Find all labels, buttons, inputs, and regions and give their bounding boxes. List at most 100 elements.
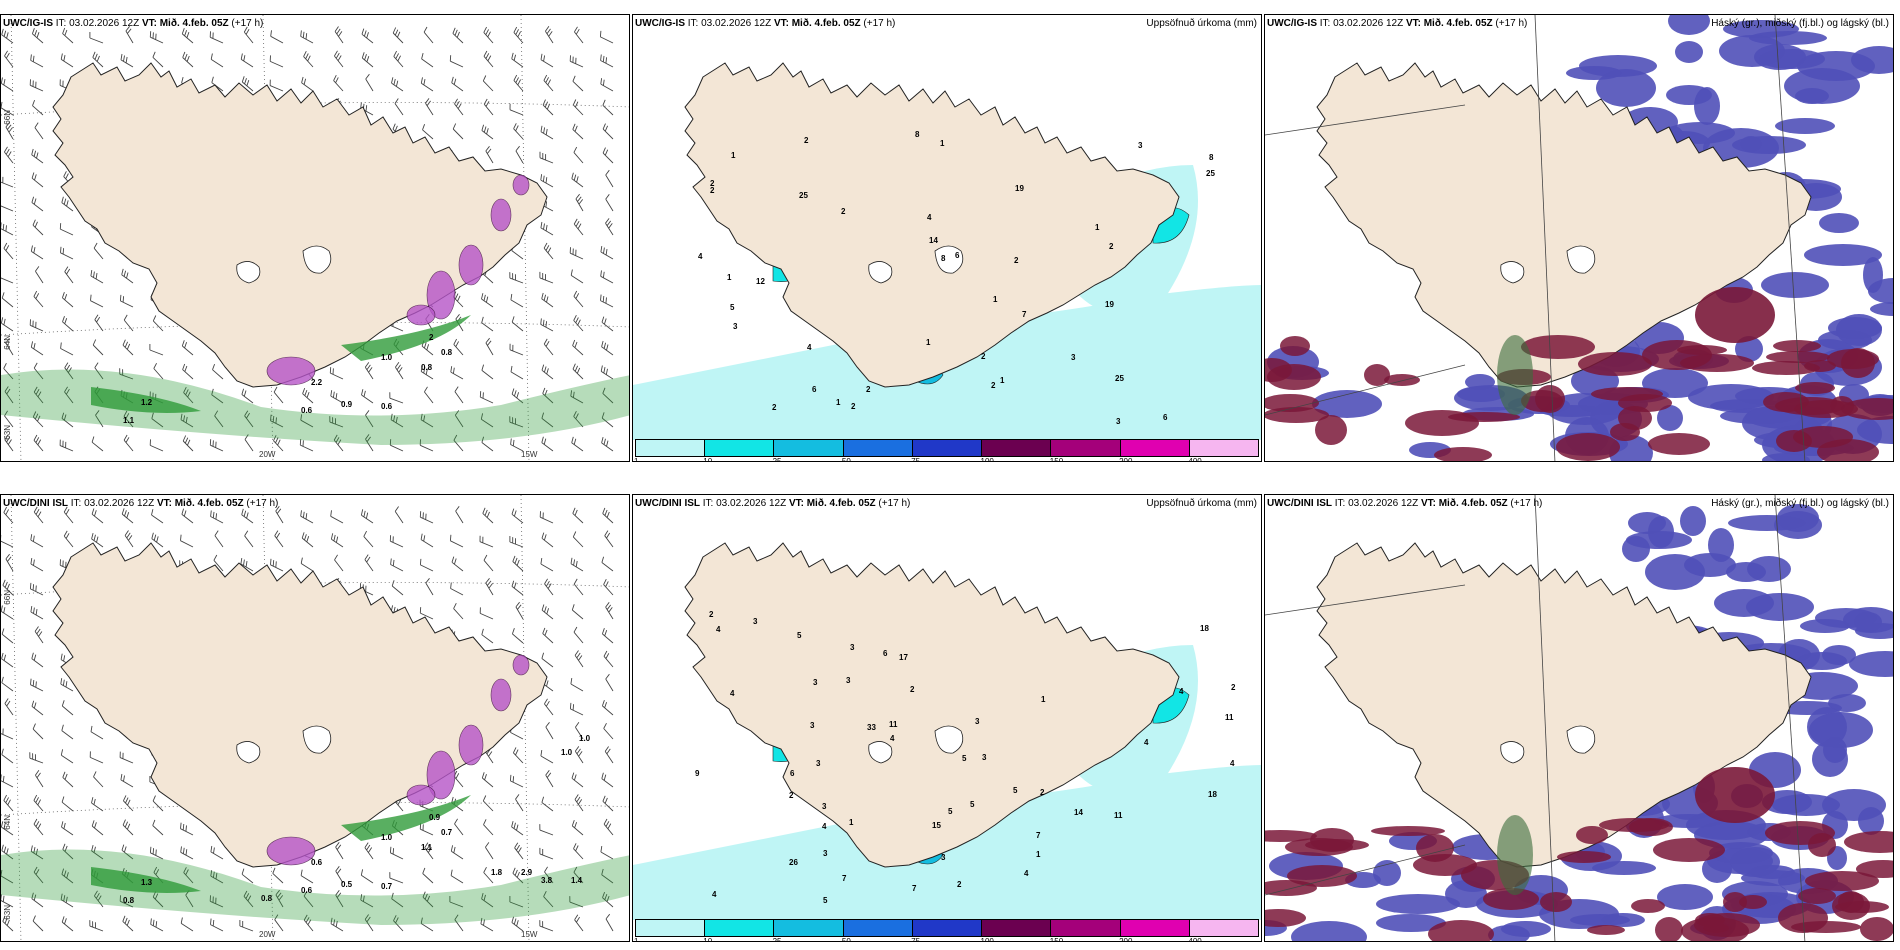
colorbar-swatch [1120, 440, 1190, 456]
iceland-land [52, 542, 548, 868]
valid-time: Mið. 4.feb. 05Z [803, 498, 876, 509]
precip-value-label: 1 [727, 273, 732, 282]
glacier-hofsjokull [868, 261, 893, 284]
precip-value-label: 1 [993, 295, 998, 304]
precip-value-label: 11 [889, 720, 898, 729]
precip-value-label: 1 [836, 398, 841, 407]
precip-value-label: 3 [846, 676, 851, 685]
precip-value-label: 1.2 [141, 398, 153, 407]
precip-value-label: 3 [822, 802, 827, 811]
panel-title: UWC/DINI ISL IT: 03.02.2026 12Z VT: Mið.… [3, 498, 278, 509]
colorbar-tick: 1 [634, 457, 639, 462]
init-time: IT: 03.02.2026 12Z [1317, 18, 1406, 29]
precip-value-label: 0.6 [381, 402, 393, 411]
precip-value-label: 14 [1074, 808, 1083, 817]
precip-value-label: 4 [1144, 738, 1149, 747]
colorbar-swatch [1051, 440, 1121, 456]
map-canvas: 4118261219436198225411113252514687222532… [633, 62, 1261, 440]
iceland-land [1316, 542, 1812, 868]
valid-time-label: VT: [773, 18, 789, 29]
precip-value-label: 8 [941, 254, 946, 263]
lead-time: (+17 h) [875, 498, 911, 509]
precip-value-label: 19 [1105, 300, 1114, 309]
precip-value-label: 3.8 [541, 876, 553, 885]
low-cloud [1265, 287, 1893, 461]
colorbar-tick: 75 [911, 937, 921, 942]
precip-value-label: 2 [1231, 683, 1236, 692]
valid-time-label: VT: [788, 498, 804, 509]
glacier-hofsjokull [1500, 261, 1525, 284]
cloud-cover-map-igis: UWC/IG-IS IT: 03.02.2026 12Z VT: Mið. 4.… [1264, 14, 1894, 462]
latitude-label: 63N [3, 425, 12, 440]
precip-value-label: 0.7 [441, 828, 453, 837]
colorbar-swatch [774, 920, 844, 936]
colorbar-tick: 400 [1188, 457, 1202, 462]
precip-value-label: 1.3 [141, 878, 153, 887]
precip-value-label: 0.9 [429, 813, 441, 822]
glacier-langjokull [1566, 725, 1596, 754]
precip-value-label: 1.1 [123, 416, 135, 425]
precip-value-label: 26 [789, 858, 798, 867]
colorbar-tick: 50 [841, 457, 851, 462]
latitude-label: 64N [3, 335, 12, 350]
precip-value-label: 2.2 [311, 378, 323, 387]
colorbar-tick: 25 [772, 937, 782, 942]
precip-value-label: 1 [940, 139, 945, 148]
accumulated-precip-map-igis: 4 1 1 8 2 6 12 19 4 3 6 19 8 2 25 4 1 1 1 1 3 25 25 14 6 8 7 2 2 2 5 3 2… [632, 14, 1262, 462]
precip-value-label: 25 [1206, 169, 1215, 178]
map-canvas: 0.8 0.6 0.6 1.2 1.1 0.9 2 0.8 1.0 2.2 [1, 15, 629, 461]
colorbar-swatch [705, 440, 775, 456]
precip-value-label: 3 [982, 753, 987, 762]
init-time: IT: 03.02.2026 12Z [700, 498, 789, 509]
precip-value-label: 3 [1071, 353, 1076, 362]
glacier-langjokull [302, 245, 332, 274]
precip-value-label: 2 [772, 403, 777, 412]
colorbar-swatch [843, 920, 913, 936]
colorbar-tick: 25 [772, 457, 782, 462]
precip-value-label: 4 [927, 213, 932, 222]
precip-value-label: 2 [981, 352, 986, 361]
precip-value-label: 4 [698, 252, 703, 261]
colorbar-swatch [1120, 920, 1190, 936]
field-title: Uppsöfnuð úrkoma (mm) [1146, 18, 1257, 29]
precip-value-label: 0.6 [311, 858, 323, 867]
colorbar-tick: 10 [703, 937, 713, 942]
precip-value-label: 15 [932, 821, 941, 830]
precip-value-label: 2 [710, 179, 715, 188]
precip-value-label: 2 [841, 207, 846, 216]
low-cloud [1265, 767, 1893, 941]
field-title: Háský (gr.), miðský (fj.bl.) og lágský (… [1711, 18, 1889, 29]
valid-time-label: VT: [1405, 18, 1421, 29]
precip-value-label: 7 [842, 874, 847, 883]
precip-value-label: 9 [695, 769, 700, 778]
precip-value-label: 7 [1036, 831, 1041, 840]
precip-value-label: 7 [1022, 310, 1027, 319]
precip-value-label: 2 [1109, 242, 1114, 251]
precip-value-label: 4 [712, 890, 717, 899]
precip-value-label: 0.5 [341, 880, 353, 889]
model-name: UWC/DINI ISL [3, 498, 68, 509]
precip-value-label: 5 [948, 807, 953, 816]
precip-value-label: 1.0 [381, 353, 393, 362]
precip-value-label: 2 [709, 610, 714, 619]
precip-colorbar: 1 10 25 50 75 100 150 200 400 [634, 919, 1259, 942]
precip-colorbar: 1 10 25 50 75 100 150 200 400 [634, 439, 1259, 462]
precip-value-label: 8 [1209, 153, 1214, 162]
precip-value-label: 5 [730, 303, 735, 312]
precip-value-label: 5 [962, 754, 967, 763]
precip-value-label: 4 [822, 822, 827, 831]
precip-value-label: 18 [1208, 790, 1217, 799]
colorbar-tick: 400 [1188, 937, 1202, 942]
colorbar-tick: 200 [1119, 457, 1133, 462]
map-canvas: 1.10.6 0.71.30.80.50.90.71.00.61.41.01.02… [1, 495, 629, 941]
precip-value-label: 1.8 [491, 868, 503, 877]
init-time: IT: 03.02.2026 12Z [1332, 498, 1421, 509]
precip-value-label: 0.6 [301, 886, 313, 895]
precip-value-label: 2 [866, 385, 871, 394]
latitude-label: 63N [3, 905, 12, 920]
model-name: UWC/IG-IS [635, 18, 685, 29]
glacier-langjokull [934, 245, 964, 274]
precip-value-label: 1 [731, 151, 736, 160]
precip-value-label: 3 [850, 643, 855, 652]
precip-value-label: 6 [1163, 413, 1168, 422]
